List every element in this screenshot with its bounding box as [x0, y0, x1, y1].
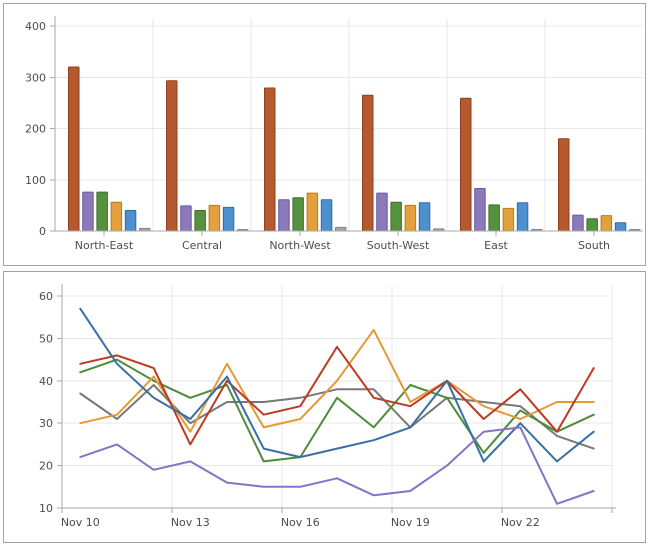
- bar-blue-South-West[interactable]: [418, 202, 431, 232]
- y-axis-label: 50: [39, 332, 53, 345]
- line-chart-panel: 10 20 30 40 50 60 Nov 10 Nov 13 Nov 16 Nov 19 Nov …: [3, 271, 646, 543]
- bar-green-Central[interactable]: [194, 210, 206, 232]
- bar-blue-South[interactable]: [614, 222, 627, 232]
- bar-green-South-West[interactable]: [390, 201, 402, 232]
- bar-amber-North-East[interactable]: [110, 201, 123, 232]
- bar-purple-South-West[interactable]: [376, 192, 388, 232]
- x-axis-label: Nov 19: [391, 516, 430, 529]
- bar-blue-East[interactable]: [516, 202, 529, 232]
- bar-blue-North-West[interactable]: [320, 199, 333, 232]
- line-series-purple[interactable]: [79, 426, 595, 505]
- x-axis-label: Nov 10: [61, 516, 100, 529]
- bar-chart-canvas: 0 100 200 300 400 North-East Central North-West…: [25, 16, 643, 252]
- y-axis-label: 200: [25, 123, 46, 136]
- bar-rust-North-East[interactable]: [68, 66, 80, 232]
- bar-amber-North-West[interactable]: [306, 192, 319, 232]
- bar-green-South[interactable]: [586, 218, 598, 232]
- bar-green-North-West[interactable]: [292, 197, 304, 232]
- y-axis-label: 30: [39, 417, 53, 430]
- x-axis-label: North-East: [75, 239, 134, 252]
- line-series-blue[interactable]: [79, 307, 595, 463]
- line-series-gray[interactable]: [79, 384, 595, 450]
- x-axis-label: Nov 13: [171, 516, 210, 529]
- line-series-red[interactable]: [79, 345, 595, 446]
- x-axis-label: North-West: [269, 239, 331, 252]
- y-axis-label: 400: [25, 20, 46, 33]
- y-axis-label: 20: [39, 460, 53, 473]
- x-axis-label: Nov 16: [281, 516, 320, 529]
- x-axis-label: South: [578, 239, 610, 252]
- bar-amber-South-West[interactable]: [404, 204, 417, 232]
- y-axis-label: 100: [25, 174, 46, 187]
- bar-green-North-East[interactable]: [96, 191, 108, 232]
- y-axis-label: 0: [39, 225, 46, 238]
- y-axis-label: 40: [39, 375, 53, 388]
- bar-purple-North-West[interactable]: [278, 199, 290, 232]
- y-axis-label: 10: [39, 502, 53, 515]
- bar-rust-South[interactable]: [558, 138, 570, 232]
- x-axis-label: South-West: [367, 239, 430, 252]
- bar-green-East[interactable]: [488, 204, 500, 232]
- x-axis-label: East: [484, 239, 508, 252]
- bar-blue-North-East[interactable]: [124, 210, 137, 232]
- bar-amber-Central[interactable]: [208, 204, 221, 232]
- bar-rust-Central[interactable]: [166, 80, 178, 232]
- bar-amber-East[interactable]: [502, 207, 515, 232]
- bar-amber-South[interactable]: [600, 215, 613, 232]
- bar-rust-North-West[interactable]: [264, 87, 276, 232]
- line-chart-canvas: 10 20 30 40 50 60 Nov 10 Nov 13 Nov 16 Nov 19 Nov …: [39, 284, 616, 529]
- line-series-green[interactable]: [79, 358, 595, 463]
- y-axis-label: 300: [25, 71, 46, 84]
- bar-purple-Central[interactable]: [180, 205, 192, 232]
- bar-gray-North-West[interactable]: [335, 226, 347, 232]
- x-axis-label: Nov 22: [501, 516, 540, 529]
- y-axis-label: 60: [39, 290, 53, 303]
- x-axis-label: Central: [182, 239, 222, 252]
- bar-blue-Central[interactable]: [222, 206, 235, 232]
- bar-purple-South[interactable]: [572, 214, 584, 232]
- bar-chart-panel: 0 100 200 300 400 North-East Central North-West…: [3, 3, 646, 266]
- bar-purple-North-East[interactable]: [82, 191, 94, 232]
- bar-rust-East[interactable]: [460, 97, 472, 232]
- bar-purple-East[interactable]: [474, 188, 486, 232]
- bar-rust-South-West[interactable]: [362, 94, 374, 232]
